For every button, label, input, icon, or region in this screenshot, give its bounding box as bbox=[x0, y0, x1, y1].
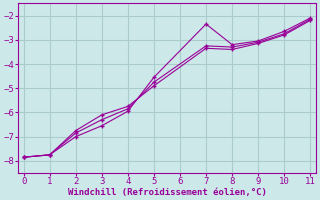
X-axis label: Windchill (Refroidissement éolien,°C): Windchill (Refroidissement éolien,°C) bbox=[68, 188, 266, 197]
